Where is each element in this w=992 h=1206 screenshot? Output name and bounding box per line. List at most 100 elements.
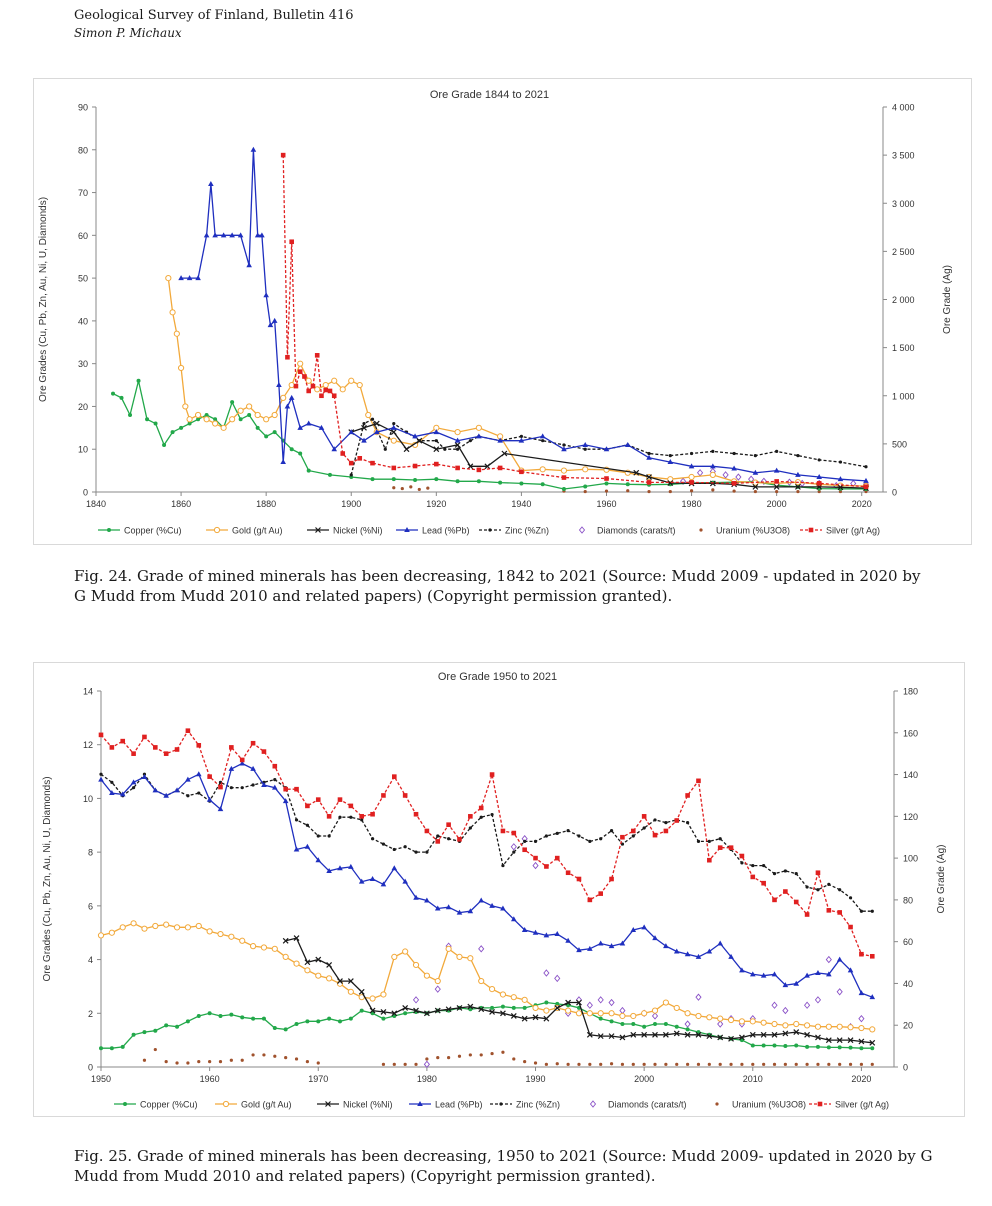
legend-item-nickel: Nickel (%Ni) (307, 526, 383, 536)
data-point-lead (773, 467, 780, 473)
legend-marker (107, 528, 111, 532)
data-point-uranium (817, 489, 821, 494)
legend-item-gold: Gold (g/t Au) (215, 1100, 292, 1110)
data-point-zinc (294, 818, 299, 822)
data-point-nickel (836, 1037, 843, 1044)
data-point-silver (739, 853, 745, 859)
data-point-silver (826, 908, 832, 913)
data-point-gold (282, 953, 289, 960)
data-point-diamonds (825, 955, 832, 964)
data-point-nickel (847, 1037, 854, 1044)
data-point-nickel (717, 1034, 724, 1041)
data-point-silver (331, 393, 337, 399)
data-point-gold (488, 986, 496, 993)
data-point-zinc (631, 834, 635, 838)
data-point-zinc (392, 847, 396, 852)
data-point-uranium (414, 1062, 418, 1066)
data-point-silver (310, 383, 316, 389)
data-point-zinc (533, 839, 538, 843)
data-point-nickel (501, 450, 508, 457)
data-point-lead (663, 943, 669, 949)
legend-item-zinc: Zinc (%Zn) (490, 1100, 560, 1110)
data-point-gold (246, 403, 253, 410)
data-point-gold (315, 972, 322, 979)
series-line-zinc (100, 773, 873, 912)
data-point-zinc (642, 826, 646, 830)
data-point-nickel (869, 1039, 876, 1046)
data-point-silver (457, 837, 462, 842)
data-point-silver (348, 460, 354, 466)
data-point-silver (685, 793, 690, 798)
data-point-nickel (403, 446, 410, 453)
data-point-nickel (293, 935, 300, 942)
data-point-copper (476, 479, 481, 484)
data-point-lead (815, 970, 821, 975)
data-point-silver (153, 745, 158, 750)
data-point-diamonds (412, 996, 420, 1004)
data-point-lead (318, 424, 325, 430)
data-point-uranium (838, 1062, 842, 1066)
x-tick-label: 1980 (417, 1074, 437, 1084)
x-tick-label: 1960 (200, 1074, 220, 1084)
data-point-lead (608, 943, 615, 949)
data-point-uranium (838, 489, 843, 494)
legend-label: Uranium (%U3O8) (716, 526, 790, 536)
data-point-gold (586, 1010, 593, 1017)
y-axis-label: Ore Grades (Cu, Pb, Zn, Au, Ni, U, Diamo… (42, 776, 53, 981)
data-point-nickel (373, 420, 380, 427)
data-point-silver (305, 803, 310, 809)
data-point-lead (433, 429, 440, 435)
data-point-silver (630, 828, 636, 834)
data-point-silver (646, 480, 652, 485)
data-point-lead (141, 773, 148, 779)
data-point-diamonds (423, 1060, 430, 1069)
legend-item-lead: Lead (%Pb) (409, 1100, 483, 1110)
data-point-lead (163, 792, 169, 798)
data-point-silver (297, 369, 303, 374)
data-point-zinc (711, 449, 715, 453)
data-point-nickel (728, 1035, 734, 1042)
data-point-gold (582, 466, 589, 473)
data-point-silver (848, 924, 853, 930)
data-point-copper (272, 1026, 277, 1031)
legend-marker (499, 1102, 503, 1106)
legend-label: Lead (%Pb) (435, 1100, 483, 1110)
data-point-nickel (749, 1031, 756, 1038)
data-point-zinc (240, 786, 244, 790)
data-point-copper (500, 1004, 505, 1009)
data-point-silver (761, 880, 766, 886)
data-point-copper (213, 417, 218, 422)
data-point-silver (689, 480, 694, 485)
data-point-nickel (456, 1004, 463, 1011)
data-point-lead (304, 843, 311, 849)
data-point-copper (99, 1046, 103, 1051)
y-tick-label: 2 (88, 1009, 93, 1019)
chart-frame-1: Ore Grade 1844 to 2021 0 10 20 30 40 50 60 70 80 9… (33, 78, 972, 545)
data-point-copper (218, 1013, 223, 1018)
data-point-uranium (566, 1062, 570, 1066)
data-point-silver (391, 465, 397, 471)
data-point-uranium (740, 1062, 744, 1066)
data-point-uranium (218, 1060, 223, 1064)
legend-marker (589, 1100, 597, 1108)
data-point-zinc (447, 837, 451, 841)
data-point-uranium (403, 1062, 407, 1066)
legend-item-gold: Gold (g/t Au) (206, 526, 283, 536)
data-point-lead (695, 953, 702, 959)
legend-item-silver: Silver (g/t Ag) (800, 526, 880, 536)
data-point-lead (208, 181, 214, 186)
data-point-copper (337, 1019, 342, 1024)
data-point-zinc (718, 837, 722, 841)
y2-tick-label: 80 (903, 895, 913, 905)
data-point-copper (196, 417, 201, 422)
data-point-copper (153, 421, 158, 426)
data-point-nickel (760, 1031, 767, 1038)
data-point-nickel (597, 1033, 604, 1040)
data-point-copper (750, 1043, 755, 1048)
data-point-uranium (392, 486, 396, 490)
data-point-lead (315, 857, 322, 863)
data-point-silver (327, 388, 333, 394)
data-point-copper (631, 1022, 636, 1027)
data-point-gold (326, 975, 333, 982)
data-point-zinc (479, 815, 483, 819)
